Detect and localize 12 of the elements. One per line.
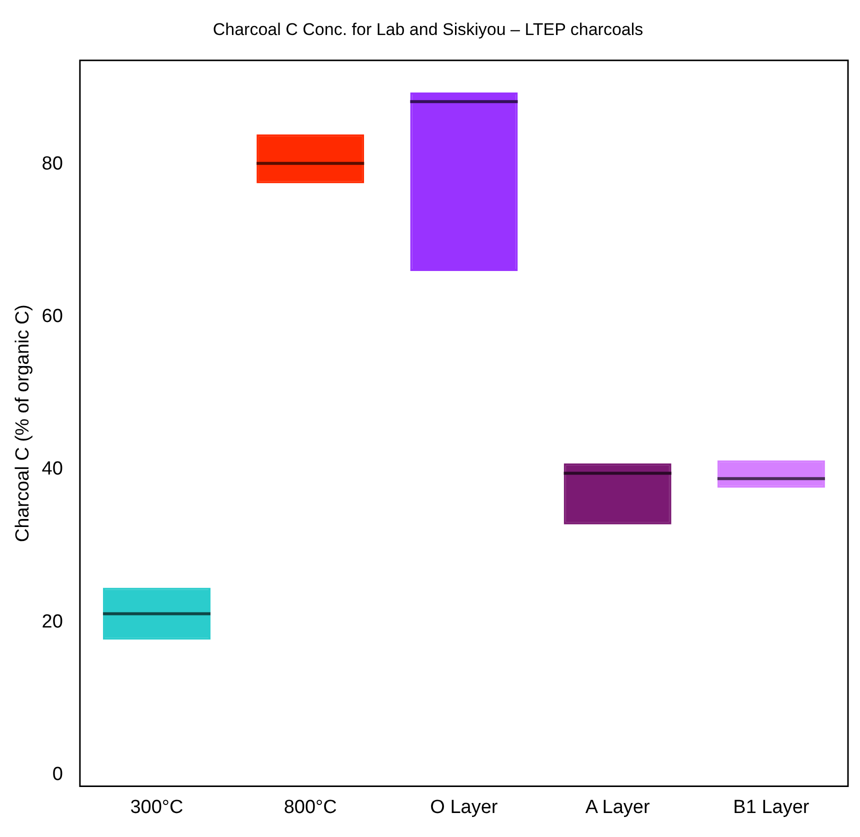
y-axis-title: Charcoal C (% of organic C) <box>12 304 34 542</box>
y-tick-label: 60 <box>42 306 63 328</box>
x-tick-label: B1 Layer <box>733 796 810 818</box>
x-tick-label: 800°C <box>284 796 337 818</box>
chart-title: Charcoal C Conc. for Lab and Siskiyou – LTEP charcoals <box>212 20 644 39</box>
x-tick-label: A Layer <box>585 796 650 818</box>
x-tick-label: O Layer <box>430 796 498 818</box>
y-tick-label: 40 <box>42 458 63 480</box>
y-tick-label: 0 <box>52 764 63 785</box>
y-tick-label: 20 <box>42 611 63 632</box>
y-tick-label: 80 <box>42 153 63 174</box>
x-tick-label: 300°C <box>130 796 184 818</box>
